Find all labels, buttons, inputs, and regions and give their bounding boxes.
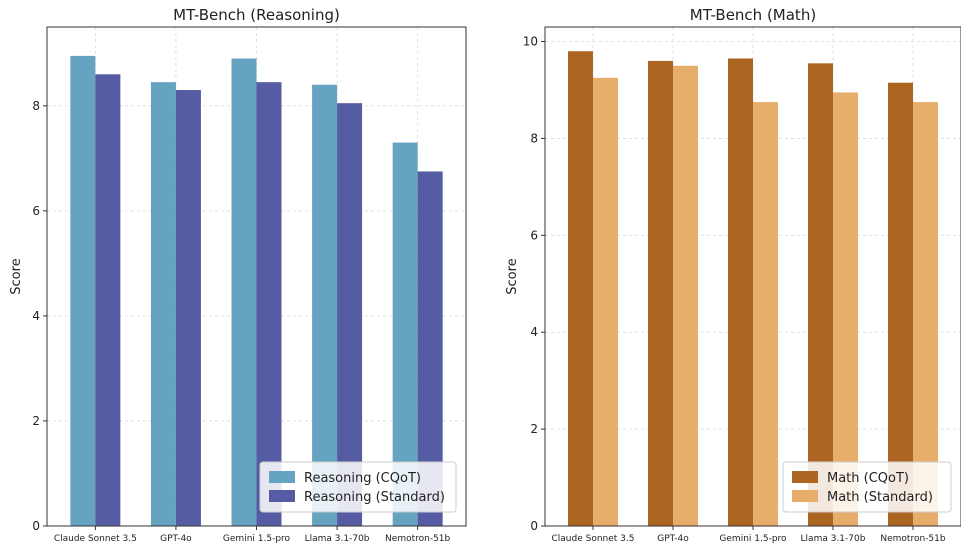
bar-cqot (150, 82, 176, 526)
bar-standard (593, 77, 618, 527)
x-tick-label: Claude Sonnet 3.5 (54, 534, 137, 544)
legend-label: Math (CQoT) (827, 471, 909, 486)
y-tick-label: 10 (523, 35, 538, 49)
x-tick-label: Gemini 1.5-pro (719, 534, 787, 544)
x-tick-label: Llama 3.1-70b (305, 534, 370, 544)
bar-standard (337, 103, 363, 527)
bar-cqot (568, 51, 593, 527)
bar-standard (256, 82, 282, 526)
bar-cqot (70, 55, 96, 527)
legend-label: Reasoning (CQoT) (304, 471, 421, 486)
bar-standard (95, 74, 121, 526)
y-tick-label: 4 (32, 309, 40, 323)
y-tick-label: 8 (32, 99, 40, 113)
legend-box (782, 461, 952, 513)
chart-title: MT-Bench (Math) (690, 6, 816, 24)
bar-cqot (648, 60, 673, 526)
bar-cqot (888, 82, 913, 526)
bar-cqot (231, 58, 257, 527)
legend-swatch (792, 471, 818, 483)
bar-standard (175, 90, 201, 526)
bar-cqot (728, 58, 753, 526)
y-tick-label: 0 (530, 519, 538, 533)
bar-standard (753, 102, 778, 527)
bar-standard (833, 92, 858, 526)
x-tick-label: Llama 3.1-70b (801, 534, 866, 544)
chart-math: 0 2 4 6 8 10 Claude Sonnet 3.5 GPT-4o Gemini 1.5… (505, 6, 961, 544)
y-tick-label: 6 (32, 204, 40, 218)
x-tick-label: GPT-4o (657, 534, 689, 544)
legend-swatch (269, 471, 295, 483)
y-tick-label: 4 (530, 325, 538, 339)
x-tick-label: Gemini 1.5-pro (223, 534, 291, 544)
y-tick-label: 2 (530, 422, 538, 436)
x-tick-label: GPT-4o (160, 534, 192, 544)
y-tick-label: 6 (530, 228, 538, 242)
y-axis-label: Score (505, 258, 520, 294)
legend: Reasoning (CQoT) Reasoning (Standard) (259, 461, 457, 513)
x-tick-label: Claude Sonnet 3.5 (552, 534, 635, 544)
y-axis-label: Score (9, 258, 24, 294)
y-tick-label: 8 (530, 131, 538, 145)
y-tick-label: 0 (32, 519, 40, 533)
legend-box (259, 461, 457, 513)
legend: Math (CQoT) Math (Standard) (782, 461, 952, 513)
bar-cqot (312, 84, 338, 527)
bar-standard (913, 102, 938, 527)
x-tick-label: Nemotron-51b (385, 534, 450, 544)
chart-title: MT-Bench (Reasoning) (173, 6, 340, 24)
legend-swatch (792, 490, 818, 502)
y-tick-label: 2 (32, 414, 40, 428)
legend-label: Math (Standard) (827, 490, 933, 505)
chart-reasoning: 0 2 4 6 8 Claude Sonnet 3.5 GPT-4o Gemini 1.5-p… (9, 6, 467, 544)
bar-standard (673, 65, 698, 527)
legend-swatch (269, 490, 295, 502)
bar-cqot (808, 63, 833, 526)
legend-label: Reasoning (Standard) (304, 490, 445, 505)
x-tick-label: Nemotron-51b (880, 534, 945, 544)
